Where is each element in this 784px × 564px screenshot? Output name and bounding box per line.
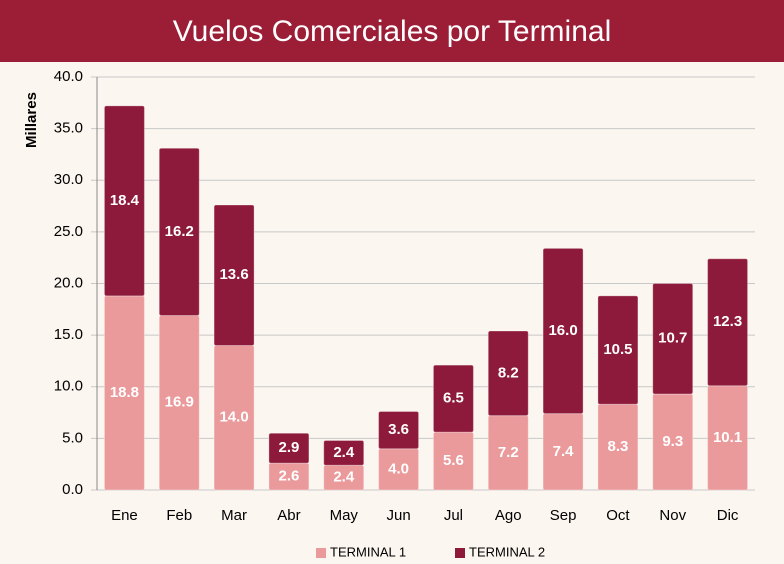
data-label: 4.0 [388,460,409,477]
data-label: 5.6 [443,452,464,469]
x-tick-label: Jun [386,507,410,524]
chart: Vuelos Comerciales por Terminal Millares… [0,0,784,564]
y-tick-label: 35.0 [54,120,83,137]
y-tick-label: 0.0 [62,481,83,498]
data-label: 18.8 [110,384,139,401]
data-label: 9.3 [662,433,683,450]
data-label: 2.9 [278,439,299,456]
x-tick-label: Nov [659,507,686,524]
legend-label: TERMINAL 1 [330,544,406,559]
y-tick-label: 25.0 [54,223,83,240]
x-tick-label: Jul [444,507,463,524]
data-label: 13.6 [219,266,248,283]
x-tick-label: Ene [111,507,138,524]
data-label: 10.1 [713,429,742,446]
data-label: 8.2 [498,364,519,381]
x-tick-label: Dic [717,507,739,524]
y-tick-label: 5.0 [62,429,83,446]
y-tick-label: 15.0 [54,326,83,343]
page: Vuelos Comerciales por Terminal Millares… [0,0,784,564]
data-label: 2.4 [333,444,355,461]
data-label: 16.9 [165,394,194,411]
legend-swatch [316,548,326,558]
data-label: 18.4 [110,192,140,209]
x-tick-label: Sep [550,507,577,524]
data-label: 8.3 [607,438,628,455]
x-tick-label: Oct [606,507,630,524]
x-tick-label: Feb [166,507,192,524]
data-label: 12.3 [713,313,742,330]
legend-label: TERMINAL 2 [469,544,545,559]
legend-swatch [455,548,465,558]
x-tick-label: Ago [495,507,522,524]
chart-title: Vuelos Comerciales por Terminal [173,15,612,48]
x-tick-label: Mar [221,507,247,524]
data-label: 3.6 [388,421,409,438]
x-tick-label: Abr [277,507,300,524]
y-tick-label: 30.0 [54,171,83,188]
data-label: 7.2 [498,444,519,461]
x-tick-label: May [330,507,359,524]
y-axis-label: Millares [23,92,40,148]
data-label: 2.6 [278,468,299,485]
data-label: 10.5 [603,341,632,358]
data-label: 16.2 [165,223,194,240]
y-tick-label: 20.0 [54,274,83,291]
data-label: 2.4 [333,469,355,486]
y-tick-label: 10.0 [54,378,83,395]
data-label: 10.7 [658,330,687,347]
data-label: 6.5 [443,390,464,407]
data-label: 16.0 [548,322,577,339]
data-label: 7.4 [553,443,575,460]
y-tick-label: 40.0 [54,68,83,85]
data-label: 14.0 [219,409,248,426]
